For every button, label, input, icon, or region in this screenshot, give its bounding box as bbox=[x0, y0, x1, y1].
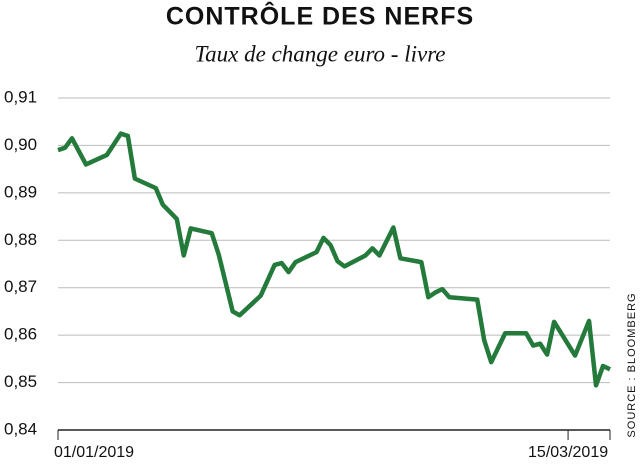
y-tick-label: 0,85 bbox=[4, 372, 37, 391]
y-tick-label: 0,87 bbox=[4, 277, 37, 296]
y-tick-label: 0,86 bbox=[4, 325, 37, 344]
chart-title: CONTRÔLE DES NERFS bbox=[166, 1, 474, 31]
source: SOURCE : BLOOMBERG bbox=[626, 292, 638, 437]
y-tick-label: 0,88 bbox=[4, 230, 37, 249]
x-tick-label: 15/03/2019 bbox=[528, 444, 608, 461]
y-tick-label: 0,84 bbox=[4, 419, 37, 438]
chart-subtitle: Taux de change euro - livre bbox=[194, 41, 445, 66]
y-tick-label: 0,91 bbox=[4, 87, 37, 106]
x-tick-label: 01/01/2019 bbox=[54, 444, 134, 461]
y-tick-label: 0,90 bbox=[4, 135, 37, 154]
y-tick-label: 0,89 bbox=[4, 182, 37, 201]
line-series bbox=[57, 131, 611, 388]
